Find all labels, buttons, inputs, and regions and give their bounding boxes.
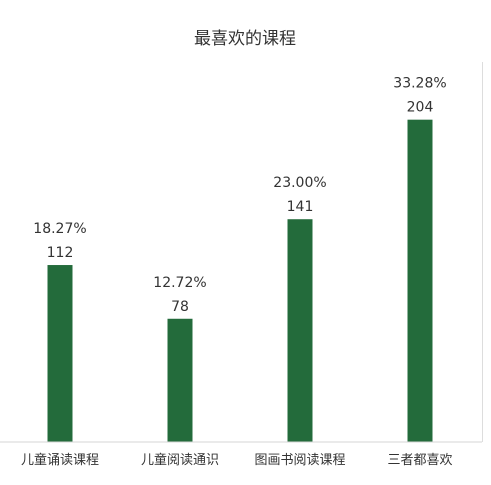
bar-2 xyxy=(167,318,193,442)
percent-label-2: 12.72% xyxy=(153,275,206,291)
value-label-1: 112 xyxy=(47,245,74,261)
category-label-1: 儿童诵读课程 xyxy=(21,452,99,468)
category-label-4: 三者都喜欢 xyxy=(387,453,452,468)
bar-4 xyxy=(407,119,433,443)
percent-label-3: 23.00% xyxy=(273,175,326,191)
right-edge-line xyxy=(482,62,483,442)
category-label-2: 儿童阅读通识 xyxy=(141,452,219,468)
value-label-3: 141 xyxy=(287,199,314,215)
chart-title: 最喜欢的课程 xyxy=(194,29,296,49)
percent-label-1: 18.27% xyxy=(33,221,86,237)
category-label-3: 图画书阅读课程 xyxy=(254,453,345,468)
percent-label-4: 33.28% xyxy=(393,76,446,92)
bar-1 xyxy=(47,265,73,442)
value-label-4: 204 xyxy=(407,100,434,116)
bars-layer xyxy=(47,119,433,443)
bar-3 xyxy=(287,219,313,442)
labels-layer: 112 18.27% 儿童诵读课程 78 12.72% 儿童阅读通识 141 23.00% 图画… xyxy=(21,76,453,468)
value-label-2: 78 xyxy=(171,299,189,315)
